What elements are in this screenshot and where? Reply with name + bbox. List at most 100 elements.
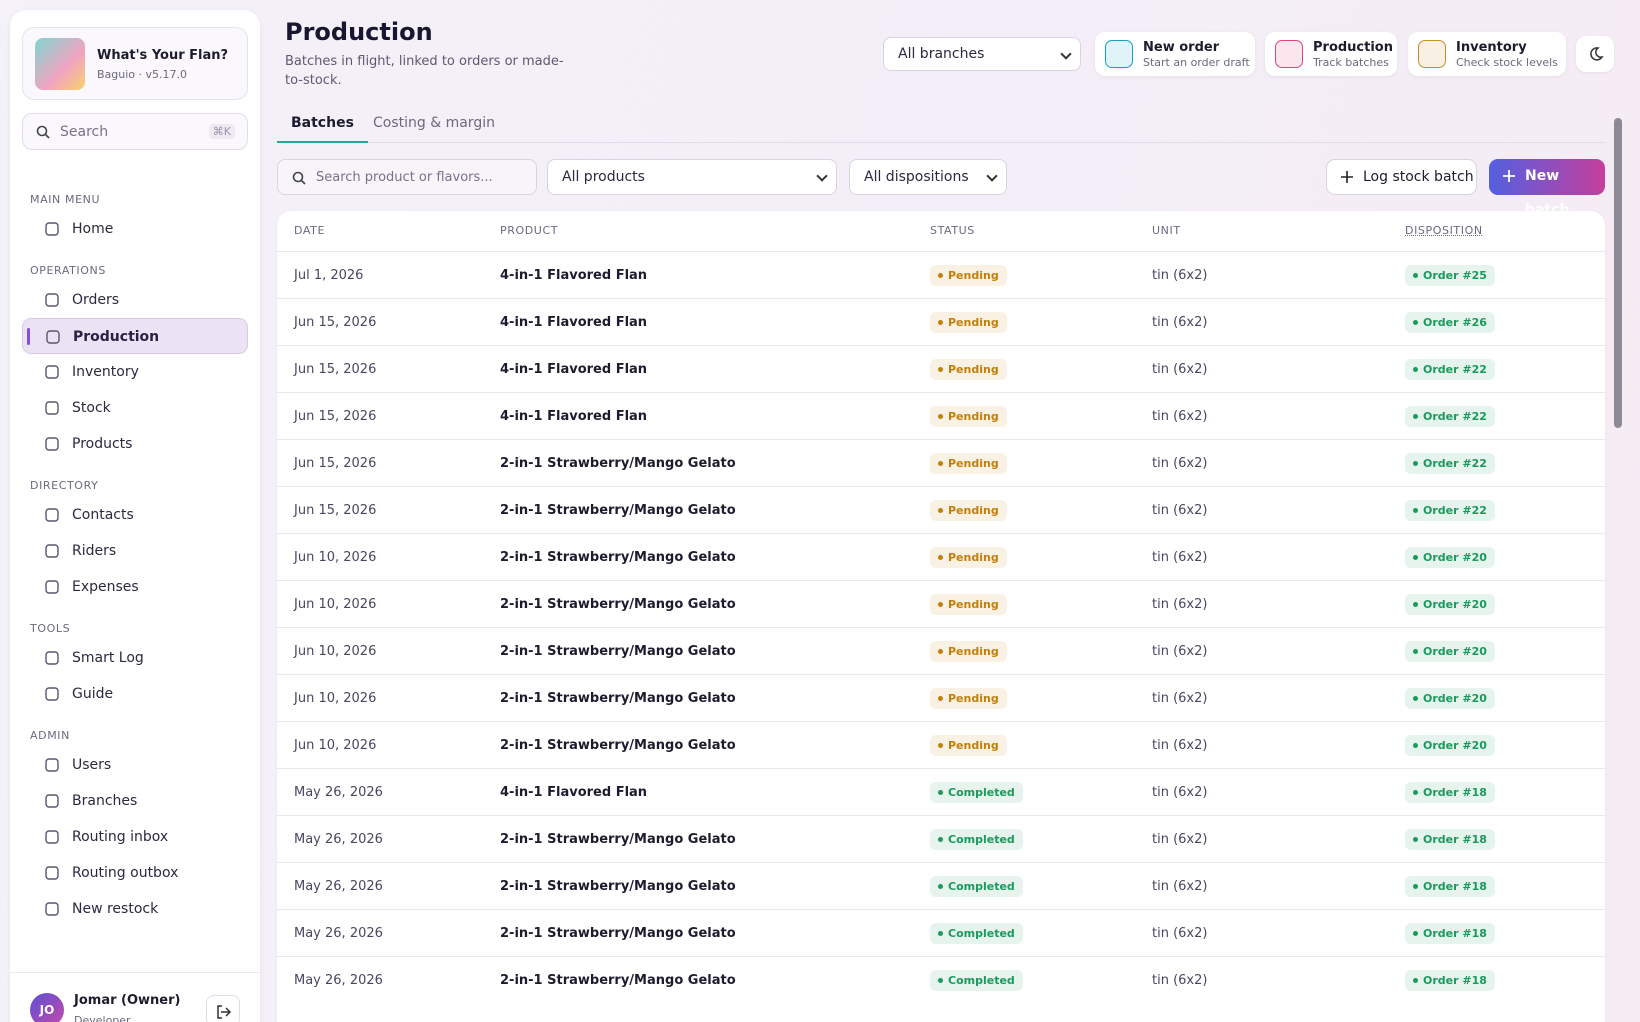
disposition-badge[interactable]: Order #25 — [1405, 265, 1495, 286]
quick-action[interactable]: Production Track batches — [1265, 32, 1397, 76]
status-badge: Completed — [930, 829, 1023, 850]
unit-cell: tin (6x2) — [1152, 268, 1208, 283]
nav-item[interactable]: Routing outbox — [22, 855, 248, 891]
brand-subtitle: Baguio · v5.17.0 — [97, 68, 188, 81]
table-row[interactable]: May 26, 2026 2-in-1 Strawberry/Mango Gela… — [277, 909, 1605, 956]
nav-item[interactable]: New restock — [22, 891, 248, 927]
table-row[interactable]: Jun 10, 2026 2-in-1 Strawberry/Mango Gela… — [277, 627, 1605, 674]
disposition-badge[interactable]: Order #22 — [1405, 359, 1495, 380]
nav-icon — [45, 830, 59, 844]
disposition-badge[interactable]: Order #26 — [1405, 312, 1495, 333]
status-badge: Pending — [930, 500, 1007, 521]
table-row[interactable]: Jun 15, 2026 2-in-1 Strawberry/Mango Gela… — [277, 486, 1605, 533]
product-cell: 4-in-1 Flavored Flan — [500, 268, 648, 283]
column-header: DATE — [294, 224, 326, 237]
date-cell: Jun 10, 2026 — [294, 738, 377, 753]
sidebar: What's Your Flan? Baguio · v5.17.0 Searc… — [10, 10, 260, 1022]
nav-icon — [45, 365, 59, 379]
nav-item[interactable]: Branches — [22, 783, 248, 819]
unit-cell: tin (6x2) — [1152, 644, 1208, 659]
nav-item[interactable]: Home — [22, 211, 248, 247]
filter-search[interactable]: Search product or flavors... — [277, 159, 537, 195]
quick-action-subtitle: Track batches — [1313, 56, 1389, 69]
unit-cell: tin (6x2) — [1152, 785, 1208, 800]
table-row[interactable]: Jun 10, 2026 2-in-1 Strawberry/Mango Gela… — [277, 533, 1605, 580]
table-row[interactable]: May 26, 2026 2-in-1 Strawberry/Mango Gela… — [277, 815, 1605, 862]
branch-select[interactable]: All branches — [883, 37, 1081, 71]
unit-cell: tin (6x2) — [1152, 738, 1208, 753]
nav-item[interactable]: Routing inbox — [22, 819, 248, 855]
disposition-badge[interactable]: Order #20 — [1405, 594, 1495, 615]
quick-action[interactable]: New order Start an order draft — [1095, 32, 1255, 76]
nav-item[interactable]: Users — [22, 747, 248, 783]
disposition-badge[interactable]: Order #20 — [1405, 735, 1495, 756]
disposition-badge[interactable]: Order #18 — [1405, 876, 1495, 897]
new-batch-button[interactable]: New batch — [1489, 159, 1605, 218]
nav-item[interactable]: Inventory — [22, 354, 248, 390]
status-badge: Pending — [930, 641, 1007, 662]
search-icon — [36, 125, 50, 139]
disposition-badge[interactable]: Order #20 — [1405, 547, 1495, 568]
unit-cell: tin (6x2) — [1152, 926, 1208, 941]
quick-action-subtitle: Check stock levels — [1456, 56, 1558, 69]
disposition-select[interactable]: All dispositions — [849, 159, 1007, 195]
disposition-badge[interactable]: Order #22 — [1405, 453, 1495, 474]
nav-item[interactable]: Smart Log — [22, 640, 248, 676]
quick-action-title: New order — [1143, 40, 1220, 55]
unit-cell: tin (6x2) — [1152, 456, 1208, 471]
disposition-badge[interactable]: Order #20 — [1405, 641, 1495, 662]
disposition-badge[interactable]: Order #18 — [1405, 923, 1495, 944]
nav-section-title: MAIN MENU — [30, 193, 101, 206]
theme-toggle[interactable] — [1576, 36, 1614, 72]
nav-item[interactable]: Guide — [22, 676, 248, 712]
filter-search-placeholder: Search product or flavors... — [316, 170, 493, 185]
logout-button[interactable] — [206, 995, 240, 1022]
quick-action-title: Inventory — [1456, 40, 1527, 55]
table-row[interactable]: Jul 1, 2026 4-in-1 Flavored Flan Pending ti… — [277, 251, 1605, 298]
nav-section-title: ADMIN — [30, 729, 70, 742]
quick-action[interactable]: Inventory Check stock levels — [1408, 32, 1566, 76]
nav-item[interactable]: Orders — [22, 282, 248, 318]
nav-icon — [45, 651, 59, 665]
log-stock-button[interactable]: Log stock batch — [1326, 159, 1477, 195]
table-row[interactable]: May 26, 2026 4-in-1 Flavored Flan Complete… — [277, 768, 1605, 815]
disposition-badge[interactable]: Order #18 — [1405, 782, 1495, 803]
date-cell: Jun 10, 2026 — [294, 550, 377, 565]
tab[interactable]: Costing & margin — [373, 115, 495, 131]
brand[interactable]: What's Your Flan? Baguio · v5.17.0 — [22, 27, 248, 100]
nav-icon — [45, 401, 59, 415]
nav-icon — [45, 293, 59, 307]
disposition-badge[interactable]: Order #22 — [1405, 406, 1495, 427]
disposition-badge[interactable]: Order #20 — [1405, 688, 1495, 709]
nav-item[interactable]: Expenses — [22, 569, 248, 605]
table-row[interactable]: Jun 15, 2026 4-in-1 Flavored Flan Pending t… — [277, 298, 1605, 345]
nav-item[interactable]: Riders — [22, 533, 248, 569]
table-row[interactable]: Jun 15, 2026 2-in-1 Strawberry/Mango Gela… — [277, 439, 1605, 486]
nav-item[interactable]: Products — [22, 426, 248, 462]
sidebar-search[interactable]: Search ⌘K — [22, 113, 248, 150]
disposition-badge[interactable]: Order #22 — [1405, 500, 1495, 521]
product-select[interactable]: All products — [547, 159, 837, 195]
table-row[interactable]: Jun 10, 2026 2-in-1 Strawberry/Mango Gela… — [277, 580, 1605, 627]
disposition-badge[interactable]: Order #18 — [1405, 829, 1495, 850]
nav: MAIN MENU Home OPERATIONS Orders Production I… — [22, 176, 248, 927]
date-cell: May 26, 2026 — [294, 926, 383, 941]
table-row[interactable]: May 26, 2026 2-in-1 Strawberry/Mango Gela… — [277, 956, 1605, 1003]
nav-item[interactable]: Contacts — [22, 497, 248, 533]
table-row[interactable]: Jun 10, 2026 2-in-1 Strawberry/Mango Gela… — [277, 674, 1605, 721]
table-row[interactable]: Jun 10, 2026 2-in-1 Strawberry/Mango Gela… — [277, 721, 1605, 768]
nav-item[interactable]: Stock — [22, 390, 248, 426]
nav-item[interactable]: Production — [22, 318, 248, 354]
date-cell: May 26, 2026 — [294, 973, 383, 988]
disposition-badge[interactable]: Order #18 — [1405, 970, 1495, 991]
nav-icon — [45, 580, 59, 594]
date-cell: Jun 10, 2026 — [294, 644, 377, 659]
tab[interactable]: Batches — [277, 115, 368, 143]
table-row[interactable]: May 26, 2026 2-in-1 Strawberry/Mango Gela… — [277, 862, 1605, 909]
status-badge: Pending — [930, 453, 1007, 474]
product-cell: 2-in-1 Strawberry/Mango Gelato — [500, 644, 736, 659]
status-badge: Pending — [930, 359, 1007, 380]
table-row[interactable]: Jun 15, 2026 4-in-1 Flavored Flan Pending t… — [277, 392, 1605, 439]
product-cell: 2-in-1 Strawberry/Mango Gelato — [500, 832, 736, 847]
table-row[interactable]: Jun 15, 2026 4-in-1 Flavored Flan Pending t… — [277, 345, 1605, 392]
